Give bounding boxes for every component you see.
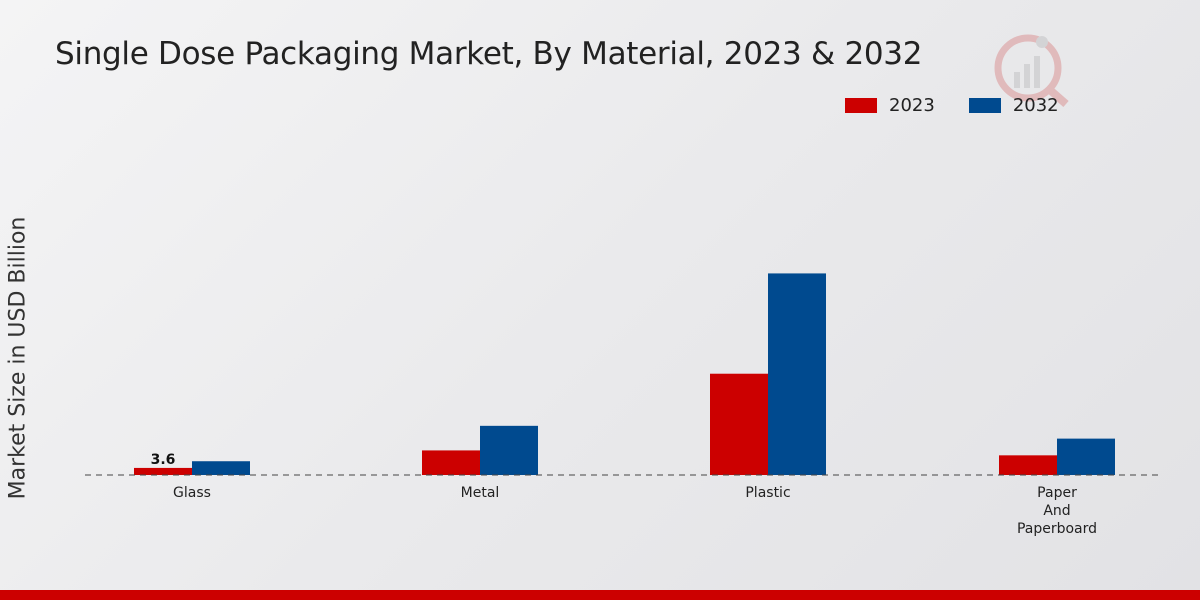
- chart-title: Single Dose Packaging Market, By Materia…: [55, 36, 923, 72]
- bar-paper-and-paperboard-2023: [999, 455, 1057, 475]
- bar-metal-2023: [422, 450, 480, 475]
- x-tick-label-metal: Metal: [461, 485, 500, 501]
- bar-metal-2032: [480, 425, 538, 475]
- x-tick-label-plastic: Plastic: [745, 485, 790, 501]
- legend-swatch-2032: [968, 98, 1001, 113]
- legend-item-2032: 2032: [968, 95, 1059, 116]
- brand-logo-icon: [992, 28, 1072, 108]
- x-tick-label-paper-and-paperboard: Paper And Paperboard: [1017, 485, 1097, 537]
- legend: 2023 2032: [845, 95, 1059, 116]
- bar-plastic-2023: [710, 373, 768, 475]
- bar-paper-and-paperboard-2032: [1057, 438, 1115, 475]
- bar-glass-2023: [134, 467, 192, 475]
- legend-swatch-2023: [845, 98, 877, 113]
- data-label-glass-2023: 3.6: [151, 452, 176, 468]
- legend-item-2023: 2023: [845, 95, 935, 116]
- bottom-accent-bar: [0, 590, 1200, 600]
- bar-plastic-2032: [768, 273, 826, 475]
- legend-label-2032: 2032: [1012, 95, 1059, 116]
- bar-glass-2032: [192, 461, 250, 475]
- legend-label-2023: 2023: [889, 95, 935, 116]
- x-tick-label-glass: Glass: [173, 485, 211, 501]
